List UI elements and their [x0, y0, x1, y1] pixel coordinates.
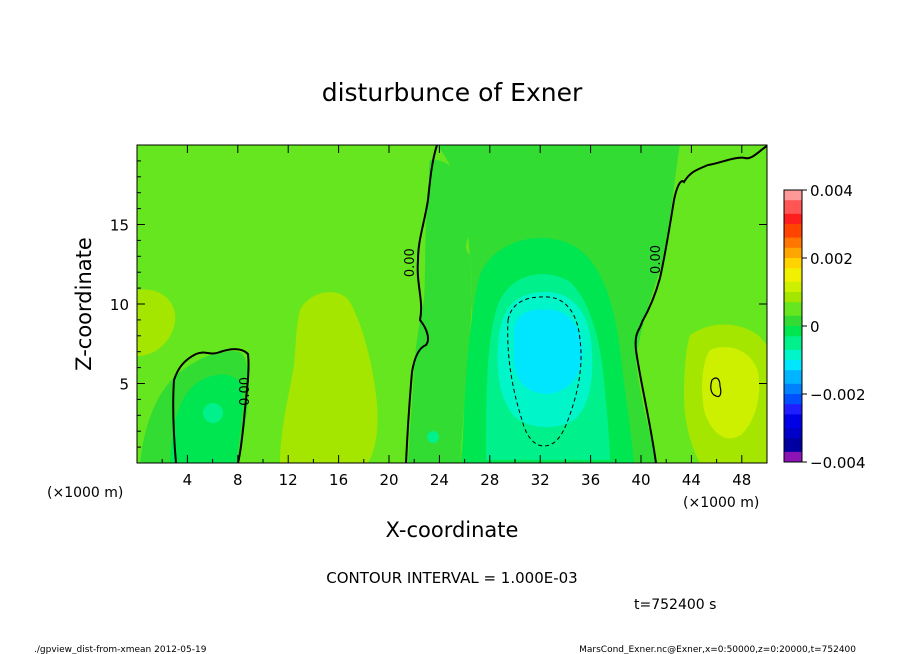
colorbar-label: 0.004 [810, 182, 853, 200]
footer-left-text: ./gpview_dist-from-xmean 2012-05-19 [34, 645, 207, 654]
colorbar [784, 190, 802, 463]
x-axis-title: X-coordinate [386, 518, 519, 542]
time-text: t=752400 s [634, 597, 716, 613]
colorbar-band [784, 224, 802, 238]
field-negative-region [408, 159, 472, 463]
colorbar-band [784, 190, 802, 201]
colorbar-band [784, 336, 802, 351]
colorbar-label: 0.002 [810, 250, 853, 268]
contour-interval-text: CONTOUR INTERVAL = 1.000E-03 [326, 569, 577, 587]
colorbar-band [784, 394, 802, 405]
colorbar-band [784, 451, 802, 463]
contour-label: 0.00 [649, 245, 664, 274]
x-tick-label: 24 [430, 471, 449, 489]
colorbar-band [784, 200, 802, 215]
x-unit-label-right: (×1000 m) [683, 495, 759, 511]
colorbar-band [784, 404, 802, 415]
y-tick-label: 10 [110, 296, 129, 314]
colorbar-band [784, 370, 802, 385]
zero-contour [172, 348, 250, 463]
colorbar-label: 0 [810, 318, 820, 336]
field-negative-spot [427, 431, 439, 443]
x-tick-label: 40 [631, 471, 650, 489]
zero-contour [405, 145, 438, 463]
dashed-contour [507, 296, 582, 447]
x-unit-label-left: (×1000 m) [47, 485, 123, 501]
y-tick-label: 15 [110, 217, 129, 235]
field-positive-patch [280, 292, 378, 463]
colorbar-band [784, 258, 802, 269]
field-negative-spot [203, 403, 223, 423]
colorbar-labels: 0.004 0.002 0 −0.002 −0.004 [802, 182, 866, 472]
x-tick-label: 44 [682, 471, 701, 489]
colorbar-band [784, 302, 802, 317]
colorbar-band [784, 237, 802, 249]
field-core-minimum [514, 309, 583, 394]
field-positive-patch [702, 346, 760, 439]
colorbar-band [784, 438, 802, 453]
contour-labels: 0.00 0.00 0.00 [238, 245, 664, 406]
contour-field [137, 145, 767, 463]
colorbar-band [784, 360, 802, 371]
zero-contour [710, 377, 722, 398]
x-tick-label: 36 [581, 471, 600, 489]
colorbar-band [784, 383, 802, 395]
contour-label: 0.00 [403, 248, 418, 277]
colorbar-band [784, 247, 802, 259]
zero-contour [634, 145, 767, 463]
x-tick-label: 32 [531, 471, 550, 489]
footer-right-text: MarsCond_Exner.nc@Exner,x=0:50000,z=0:20… [579, 645, 856, 654]
colorbar-band [784, 281, 802, 293]
y-tick-label: 5 [119, 376, 129, 394]
x-tick-label: 16 [329, 471, 348, 489]
colorbar-band [784, 326, 802, 337]
colorbar-band [784, 268, 802, 283]
x-tick-label: 12 [279, 471, 298, 489]
colorbar-band [784, 315, 802, 327]
x-tick-label: 28 [480, 471, 499, 489]
field-positive-patch [137, 289, 176, 356]
x-tick-label: 20 [379, 471, 398, 489]
chart-title: disturbunce of Exner [322, 78, 583, 107]
colorbar-band [784, 292, 802, 303]
colorbar-label: −0.002 [810, 386, 866, 404]
x-tick-label: 48 [732, 471, 751, 489]
colorbar-band [784, 414, 802, 429]
colorbar-band [784, 213, 802, 225]
contour-label: 0.00 [238, 377, 253, 406]
y-axis-title: Z-coordinate [72, 237, 96, 371]
x-tick-label: 8 [233, 471, 243, 489]
colorbar-label: −0.004 [810, 454, 866, 472]
x-tick-label: 4 [183, 471, 193, 489]
colorbar-band [784, 349, 802, 361]
colorbar-band [784, 428, 802, 439]
